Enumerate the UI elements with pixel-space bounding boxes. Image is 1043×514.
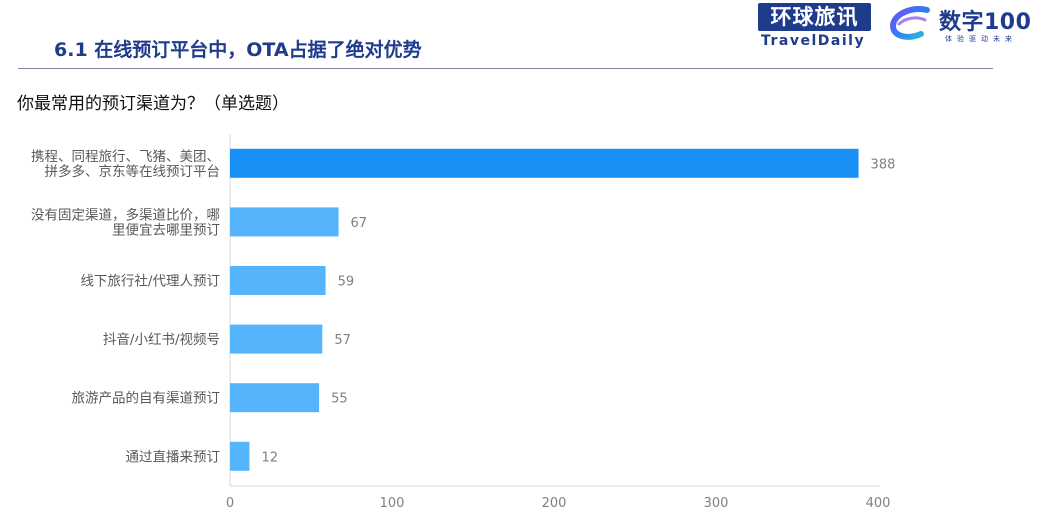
bar-value-label: 55 — [331, 392, 348, 407]
x-tick-label: 200 — [542, 496, 567, 511]
category-label: 拼多多、京东等在线预订平台 — [45, 163, 221, 180]
digital100-logo: 数字100 体验驱动未来 — [887, 2, 1039, 48]
x-tick-label: 400 — [866, 496, 891, 511]
category-label: 携程、同程旅行、飞猪、美团、 — [31, 149, 220, 165]
x-tick-label: 300 — [704, 496, 729, 511]
bar — [230, 383, 320, 413]
traveldaily-logo-en: TravelDaily — [761, 33, 866, 49]
category-label: 通过直播来预订 — [126, 449, 221, 465]
x-tick-label: 0 — [226, 496, 234, 511]
bar — [230, 266, 326, 295]
question-text: 你最常用的预订渠道为？（单选题） — [17, 94, 289, 114]
category-label: 抖音/小红书/视频号 — [103, 331, 220, 348]
traveldaily-logo-cn: 环球旅讯 — [758, 3, 871, 31]
bar-value-label: 67 — [351, 216, 368, 231]
page-title: 6.1 在线预订平台中，OTA占据了绝对优势 — [54, 39, 422, 61]
digital100-swirl-icon — [889, 6, 930, 40]
category-label: 没有固定渠道，多渠道比价，哪 — [31, 206, 220, 223]
bar — [230, 207, 339, 237]
category-label: 线下旅行社/代理人预订 — [80, 274, 220, 290]
bar-value-label: 388 — [871, 157, 896, 172]
digital100-logo-text: 数字100 — [939, 10, 1032, 35]
bar — [230, 324, 323, 354]
x-tick-label: 100 — [380, 496, 405, 511]
bar-value-label: 57 — [334, 333, 351, 348]
category-label: 里便宜去哪里预订 — [112, 222, 220, 238]
header-divider — [18, 68, 993, 69]
bar — [230, 148, 859, 178]
category-label: 旅游产品的自有渠道预订 — [72, 391, 221, 407]
bar — [230, 441, 250, 471]
digital100-logo-tagline: 体验驱动未来 — [945, 35, 1017, 43]
bar-value-label: 12 — [261, 450, 278, 465]
bar-value-label: 59 — [338, 275, 355, 290]
traveldaily-logo: 环球旅讯 TravelDaily — [757, 2, 875, 49]
